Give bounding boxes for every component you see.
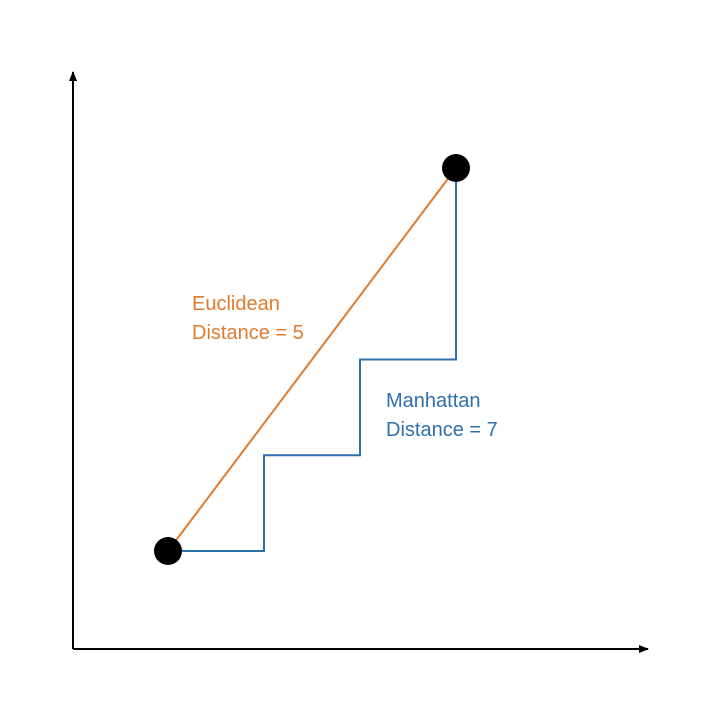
manhattan-label-line1: Manhattan — [386, 390, 481, 412]
manhattan-distance-label: Manhattan Distance = 7 — [386, 387, 498, 445]
end-point — [442, 154, 470, 182]
manhattan-label-line2: Distance = 7 — [386, 419, 498, 441]
start-point — [154, 537, 182, 565]
euclidean-label-line2: Distance = 5 — [192, 322, 304, 344]
euclidean-distance-line — [167, 167, 457, 552]
euclidean-label-line1: Euclidean — [192, 293, 280, 315]
manhattan-distance-path — [168, 168, 457, 552]
euclidean-distance-label: Euclidean Distance = 5 — [192, 290, 304, 348]
